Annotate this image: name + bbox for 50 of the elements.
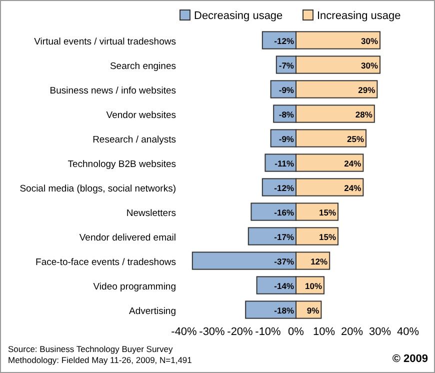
data-label: -17%: [274, 232, 294, 242]
x-tick-label: -10%: [255, 326, 282, 338]
x-tick-label: 30%: [368, 326, 392, 338]
data-label: -14%: [274, 280, 294, 291]
data-label: 28%: [355, 109, 373, 120]
data-label: -18%: [274, 305, 294, 316]
x-tick-label: -40%: [171, 326, 198, 338]
data-label: -16%: [274, 207, 294, 218]
x-tick-label: 20%: [340, 326, 364, 338]
y-tick-label: Social media (blogs, social networks): [20, 183, 176, 194]
data-label: -37%: [274, 256, 294, 266]
data-label: -7%: [278, 60, 294, 70]
y-tick-label: Vendor websites: [106, 110, 176, 121]
y-tick-label: Vendor delivered email: [79, 232, 176, 244]
x-tick-label: 40%: [396, 326, 420, 338]
y-tick-label: Newsletters: [126, 208, 176, 219]
data-label: 25%: [346, 134, 364, 144]
data-label: -11%: [274, 158, 294, 168]
y-tick-label: Search engines: [110, 60, 176, 72]
x-tick-label: -20%: [227, 326, 254, 338]
y-tick-label: Technology B2B websites: [68, 158, 176, 170]
data-label: 12%: [310, 256, 328, 266]
y-tick-label: Business news / info websites: [50, 85, 176, 96]
legend-label: Increasing usage: [317, 10, 401, 22]
text: © 2009: [392, 353, 428, 365]
data-label: 9%: [306, 305, 320, 316]
x-tick-label: -30%: [199, 326, 226, 338]
data-label: 30%: [360, 36, 378, 46]
x-tick-label: 10%: [312, 326, 336, 338]
data-label: 10%: [304, 280, 322, 291]
legend-label: Decreasing usage: [194, 10, 283, 22]
data-label: -12%: [274, 182, 294, 193]
data-label: -12%: [274, 36, 294, 46]
data-label: -9%: [278, 84, 294, 95]
data-label: 24%: [344, 158, 362, 168]
data-label: -8%: [278, 109, 294, 120]
text: Methodology: Fielded May 11-26, 2009, N=1,491: [8, 355, 192, 365]
y-tick-label: Advertising: [129, 306, 176, 317]
data-label: 29%: [358, 84, 376, 95]
data-label: 24%: [344, 182, 362, 193]
data-label: 30%: [360, 60, 378, 70]
x-tick-label: 0%: [288, 326, 304, 338]
y-tick-label: Research / analysts: [92, 134, 176, 146]
y-tick-label: Video programming: [93, 281, 176, 292]
y-tick-label: Virtual events / virtual tradeshows: [34, 36, 176, 48]
data-label: 15%: [318, 207, 336, 218]
data-label: 15%: [318, 232, 336, 242]
data-label: -9%: [278, 134, 294, 144]
y-tick-label: Face-to-face events / tradeshows: [36, 256, 176, 268]
source-note: Source: Business Technology Buyer Survey: [8, 344, 174, 354]
